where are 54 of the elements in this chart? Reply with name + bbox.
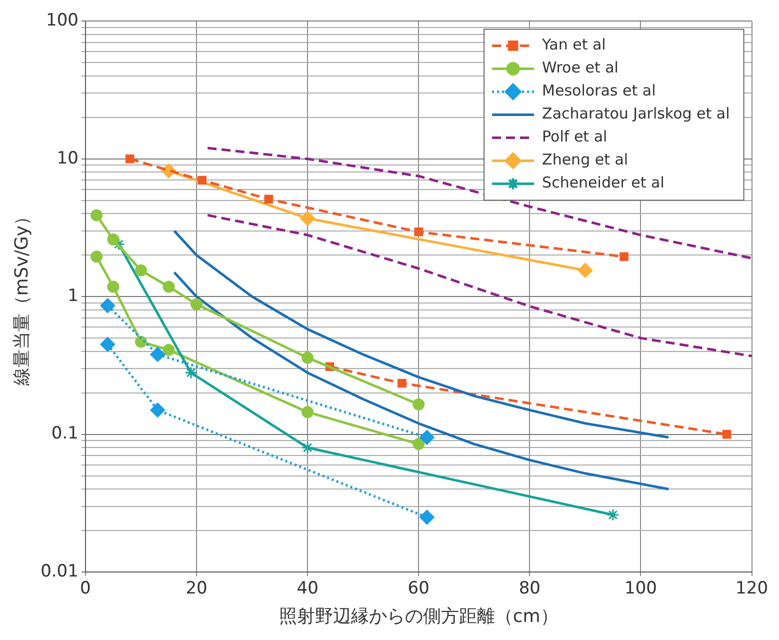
point [398,378,406,388]
point [302,352,314,364]
legend-label: Scheneider et al [542,174,664,192]
legend-label: Polf et al [542,128,608,146]
point [100,298,116,314]
point [198,176,206,185]
point [620,252,628,262]
point [184,366,198,379]
point [125,154,134,164]
point [301,441,314,454]
point [300,210,316,226]
point [419,510,434,525]
point [112,238,126,250]
x-tick-label: 0 [80,578,91,599]
y-axis-title: 線量当量（mSv/Gy） [11,207,32,387]
point [190,298,203,310]
point [107,233,120,246]
point [412,398,425,410]
point [419,430,434,445]
x-tick-label: 40 [296,578,318,599]
y-tick-label: 100 [46,10,78,31]
point [150,346,166,362]
point [162,344,175,356]
point [162,280,175,293]
y-tick-label: 0.1 [51,424,78,444]
y-tick-label: 0.01 [40,561,78,582]
point [100,336,116,352]
legend-label: Yan et al [541,36,606,54]
x-tick-label: 120 [736,578,768,599]
legend-label: Mesoloras et al [542,82,656,100]
legend-label: Zacharatou Jarlskog et al [542,104,730,123]
x-tick-label: 20 [186,578,208,599]
y-tick-label: 10 [56,148,78,168]
legend-label: Wroe et al [542,58,618,77]
point [90,209,103,222]
point [578,262,593,278]
point [134,264,147,276]
point [264,194,274,204]
point [606,508,620,522]
x-tick-label: 100 [624,578,657,599]
line-series [206,214,752,358]
x-tick-label: 80 [518,578,540,599]
x-tick-label: 60 [408,578,430,599]
point [414,228,424,236]
point [107,280,120,293]
x-axis-title: 照射野辺縁からの側方距離（cm） [278,606,558,627]
y-tick-label: 1 [68,286,78,306]
point [90,250,103,263]
line-series [206,146,752,260]
point [302,406,314,418]
point [412,438,425,450]
point [722,430,732,439]
legend-label: Zheng et al [542,150,628,169]
point [150,402,166,418]
